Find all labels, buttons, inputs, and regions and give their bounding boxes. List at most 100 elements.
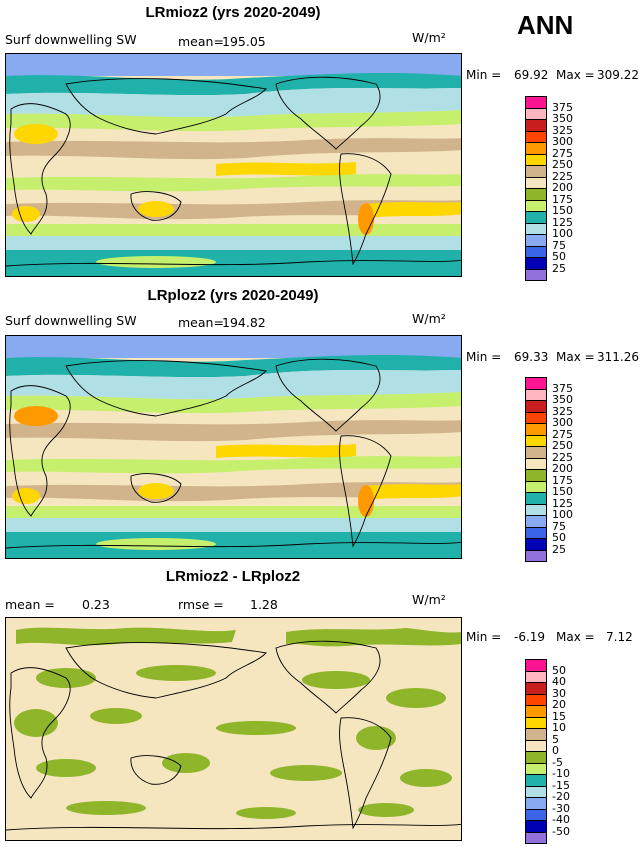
kalahari-yellow bbox=[12, 206, 40, 222]
colorbar-tick-label: 200 bbox=[552, 181, 573, 194]
colorbar-tick-label: -20 bbox=[552, 790, 570, 803]
panel-1-max-value: 309.22 bbox=[597, 68, 639, 82]
antarctica-coast bbox=[6, 259, 461, 267]
patch-7 bbox=[14, 709, 58, 737]
kalahari-yellow bbox=[12, 488, 40, 504]
season-label: ANN bbox=[517, 10, 574, 40]
colorbar-tick-label: 75 bbox=[552, 519, 566, 533]
band-s-lightblue bbox=[6, 518, 461, 532]
coastlines bbox=[6, 640, 461, 831]
antarctica-coast bbox=[6, 541, 461, 549]
colorbar-tick-label: 350 bbox=[552, 393, 573, 406]
panel-1-colorbar: 375 350 325 300 275 250 225 200 175 150 125 100 75 50… bbox=[525, 96, 573, 281]
patch-10 bbox=[356, 726, 396, 750]
band-s-green bbox=[6, 224, 461, 236]
patch-17 bbox=[358, 803, 414, 817]
patch-2 bbox=[286, 628, 461, 647]
colorbar-tick-label: 75 bbox=[552, 238, 566, 252]
panel-3-min-value: -6.19 bbox=[514, 630, 546, 644]
colorbar-tick-label: 250 bbox=[552, 158, 573, 171]
colorbar-tick-label: 300 bbox=[552, 135, 573, 148]
colorbar-tick-label: 225 bbox=[552, 169, 573, 183]
colorbar-tick-label: 200 bbox=[552, 462, 573, 475]
panel-2-mean-label: mean= bbox=[178, 315, 224, 330]
itcz-band bbox=[6, 456, 461, 474]
atlantic-yellow bbox=[366, 202, 461, 218]
andes-orange bbox=[358, 485, 374, 517]
andes-orange bbox=[358, 203, 374, 235]
panel-3-rmse-value: 1.28 bbox=[250, 597, 278, 612]
colorbar-tick-label: 275 bbox=[552, 146, 573, 160]
panel-3-units: W/m² bbox=[412, 592, 446, 607]
sahara-yellow bbox=[14, 124, 58, 144]
patch-5 bbox=[302, 671, 370, 689]
africa-coast bbox=[9, 385, 71, 517]
panel-2-min-label: Min = bbox=[466, 350, 502, 364]
panel-1-min-label: Min = bbox=[466, 68, 502, 82]
australia-yellow bbox=[138, 201, 174, 217]
colorbar-tick-label: -15 bbox=[552, 778, 570, 792]
panel-3-mean-label: mean = bbox=[5, 597, 55, 612]
panel-1-units: W/m² bbox=[412, 30, 446, 45]
panel-3-min-label: Min = bbox=[466, 630, 502, 644]
colorbar-tick-label: 225 bbox=[552, 450, 573, 464]
patch-11 bbox=[36, 759, 96, 777]
colorbar-tick-label: 10 bbox=[552, 721, 566, 734]
sahara-orange bbox=[14, 406, 58, 426]
colorbar-tick-label: 375 bbox=[552, 100, 573, 114]
midlat2-band-n bbox=[6, 110, 461, 132]
colorbar-tick-label: -10 bbox=[552, 767, 570, 780]
panel-1-min-value: 69.92 bbox=[514, 68, 549, 82]
north-america-coast bbox=[275, 76, 381, 150]
patch-15 bbox=[66, 801, 146, 815]
colorbar-tick-label: 125 bbox=[552, 496, 573, 510]
patch-16 bbox=[236, 807, 296, 819]
panel-2-min-value: 69.33 bbox=[514, 350, 549, 364]
panel-2-mean-value: 194.82 bbox=[222, 315, 266, 330]
colorbar-swatch bbox=[525, 831, 547, 844]
eurasia-coast bbox=[65, 78, 267, 135]
patch-14 bbox=[400, 769, 452, 787]
coastlines bbox=[6, 76, 461, 267]
south-america-coast bbox=[339, 435, 392, 548]
pacific-yellow bbox=[216, 444, 356, 458]
colorbar-tick-label: 15 bbox=[552, 709, 566, 723]
colorbar-tick-label: 250 bbox=[552, 439, 573, 452]
eurasia-coast bbox=[65, 360, 267, 417]
australia-coast bbox=[130, 755, 182, 785]
patch-12 bbox=[162, 753, 210, 773]
panel-2-title: LRploz2 (yrs 2020-2049) bbox=[147, 287, 319, 304]
midlat-band-n bbox=[6, 88, 461, 118]
colorbar-tick-label: 25 bbox=[552, 542, 566, 556]
itcz-band bbox=[6, 174, 461, 192]
australia-coast bbox=[130, 473, 182, 503]
north-america-coast bbox=[275, 640, 381, 714]
antarctic-green bbox=[96, 538, 216, 550]
panel-1-variable-label: Surf downwelling SW bbox=[5, 32, 137, 47]
africa-coast bbox=[9, 667, 71, 799]
colorbar-tick-label: 275 bbox=[552, 427, 573, 441]
panel-3-colorbar: 50 40 30 20 15 10 5 0 -5 -10 -15 -20 -30 -40 -50 bbox=[525, 659, 570, 844]
colorbar-tick-label: 150 bbox=[552, 485, 573, 498]
panel-1-title: LRmioz2 (yrs 2020-2049) bbox=[145, 4, 321, 21]
colorbar-tick-label: -40 bbox=[552, 813, 570, 826]
panel-1-mean-label: mean= bbox=[178, 34, 224, 49]
band-s-green bbox=[6, 506, 461, 518]
arctic-band bbox=[6, 336, 461, 358]
panel-2-variable-label: Surf downwelling SW bbox=[5, 313, 137, 328]
atlantic-yellow bbox=[366, 484, 461, 500]
midlat2-band-n bbox=[6, 392, 461, 414]
panel-3-max-label: Max = bbox=[556, 630, 595, 644]
colorbar-tick-label: -30 bbox=[552, 801, 570, 815]
colorbar-tick-label: -5 bbox=[552, 755, 563, 769]
panel-3-map-svg bbox=[6, 618, 461, 840]
panel-2-colorbar: 375 350 325 300 275 250 225 200 175 150 125 100 75 50… bbox=[525, 377, 573, 562]
subtropic-band-n bbox=[6, 138, 461, 160]
colorbar-tick-label: 375 bbox=[552, 381, 573, 395]
panel-3-max-value: 7.12 bbox=[606, 630, 633, 644]
colorbar-tick-label: 20 bbox=[552, 698, 566, 711]
colorbar-tick-label: 50 bbox=[552, 531, 566, 544]
colorbar-tick-label: 100 bbox=[552, 227, 573, 240]
colorbar-tick-label: 300 bbox=[552, 416, 573, 429]
colorbar-tick-label: 100 bbox=[552, 508, 573, 521]
